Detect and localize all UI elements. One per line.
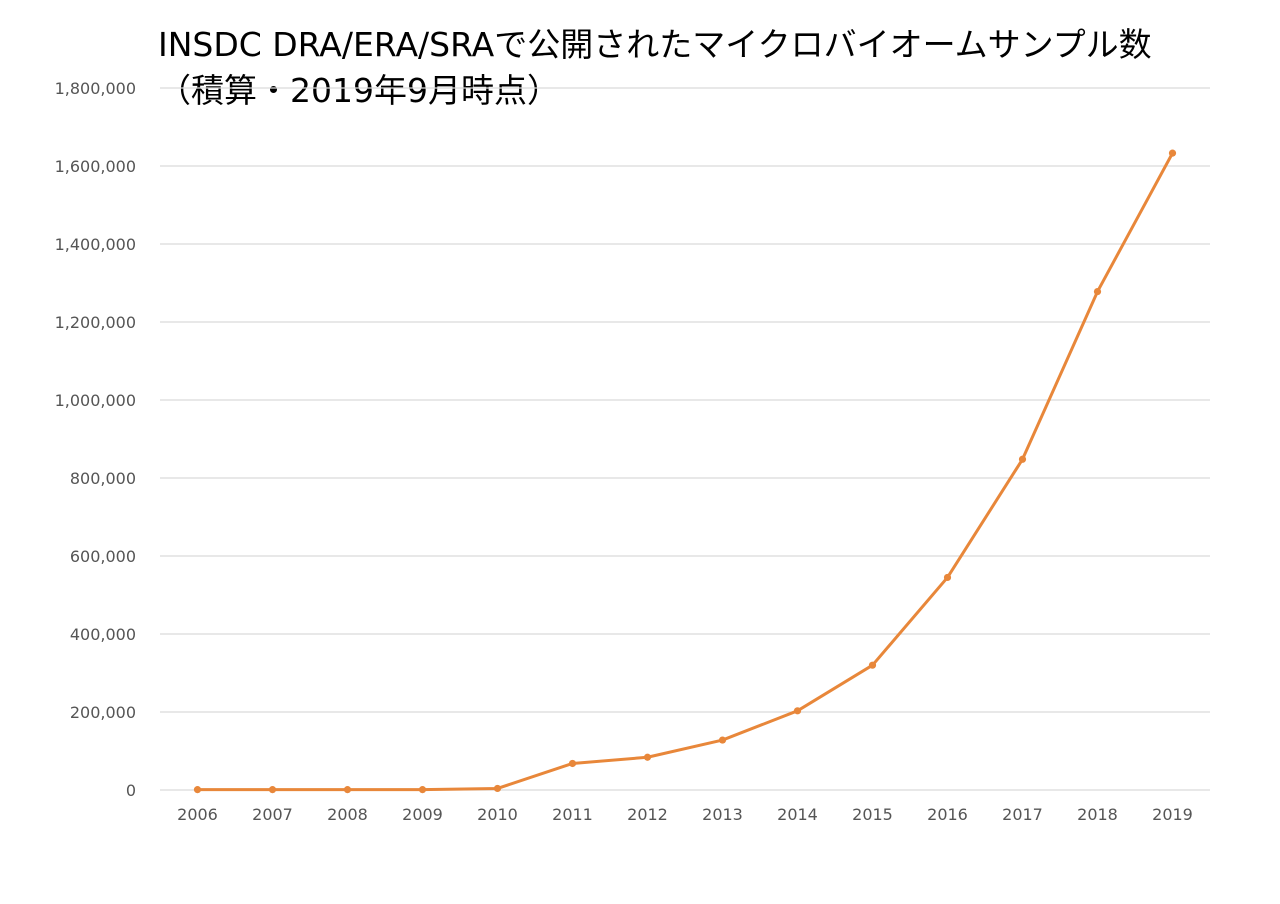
y-axis-tick-labels: 0 200,000 400,000 600,000 800,000 1,000,000 1,… [55,79,136,800]
data-point [1168,149,1177,157]
data-point [643,753,652,761]
x-axis-tick-labels: 2006 2007 2008 2009 2010 2011 2012 2013 2014 2015… [177,805,1193,824]
y-tick-label: 1,200,000 [55,313,136,332]
data-point [718,736,727,744]
data-point [1018,455,1027,463]
x-tick-label: 2011 [552,805,593,824]
data-point [493,784,502,793]
y-tick-label: 200,000 [70,703,136,722]
x-tick-label: 2015 [852,805,893,824]
x-tick-label: 2010 [477,805,518,824]
data-point [793,707,802,715]
gridlines [160,87,1210,791]
x-tick-label: 2014 [777,805,818,824]
x-tick-label: 2019 [1152,805,1193,824]
data-point [418,786,427,794]
chart-title: INSDC DRA/ERA/SRAで公開されたマイクロバイオームサンプル数 （積… [158,22,1238,114]
y-tick-label: 0 [126,781,136,800]
x-tick-label: 2013 [702,805,743,824]
x-tick-label: 2009 [402,805,443,824]
y-tick-label: 800,000 [70,469,136,488]
y-tick-label: 600,000 [70,547,136,566]
chart-title-line-1: INSDC DRA/ERA/SRAで公開されたマイクロバイオームサンプル数 [158,25,1152,64]
x-tick-label: 2012 [627,805,668,824]
y-tick-label: 1,600,000 [55,157,136,176]
y-tick-label: 1,800,000 [55,79,136,98]
data-point [193,786,202,794]
data-point [1093,287,1102,296]
data-point [343,786,352,794]
y-tick-label: 1,000,000 [55,391,136,410]
chart-title-line-2: （積算・2019年9月時点） [158,71,560,110]
x-tick-label: 2016 [927,805,968,824]
y-tick-label: 400,000 [70,625,136,644]
data-point [268,786,277,794]
x-tick-label: 2018 [1077,805,1118,824]
x-tick-label: 2006 [177,805,218,824]
data-point [568,759,577,768]
data-point [943,573,952,582]
x-tick-label: 2017 [1002,805,1043,824]
x-tick-label: 2008 [327,805,368,824]
data-point [868,661,877,669]
series-line [196,151,1174,792]
x-tick-label: 2007 [252,805,293,824]
series-layer [193,149,1177,794]
y-tick-label: 1,400,000 [55,235,136,254]
